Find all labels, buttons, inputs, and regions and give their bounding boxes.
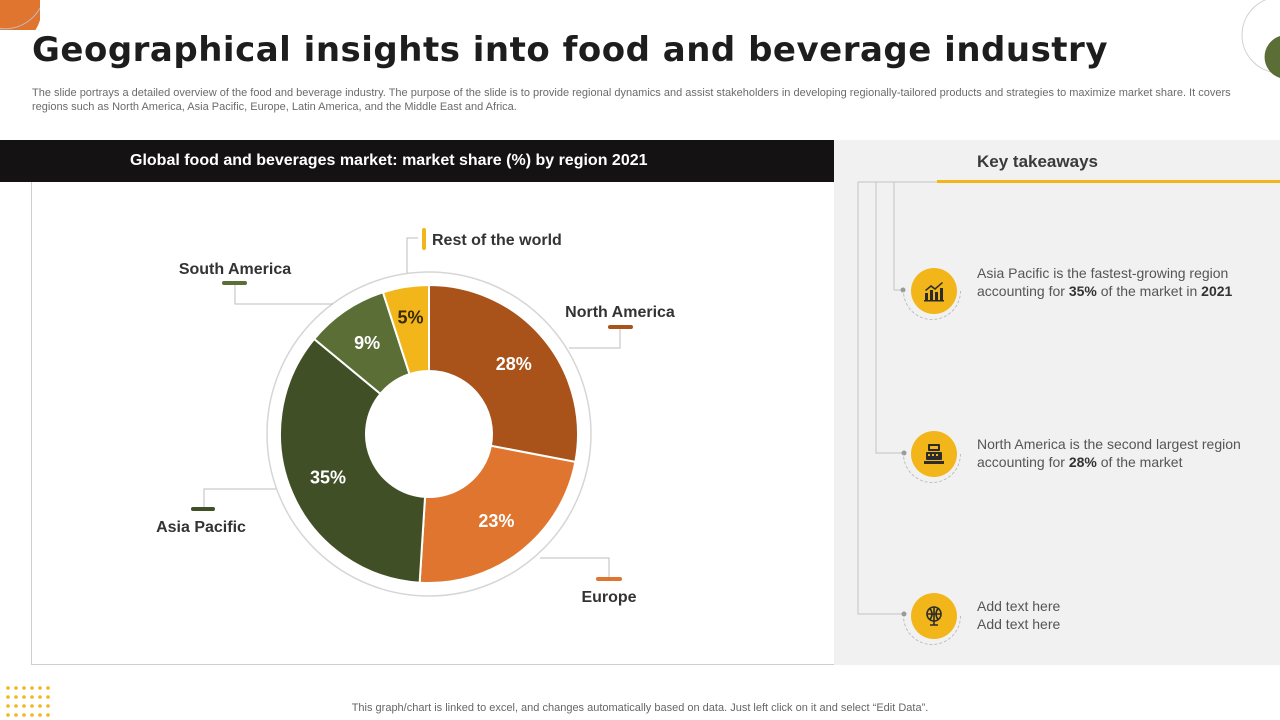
takeaway-text: of the market	[1096, 454, 1183, 470]
takeaway-item-2: North America is the second largest regi…	[977, 435, 1257, 471]
region-label: Europe	[581, 589, 636, 606]
takeaway-placeholder-text[interactable]: Add text here	[977, 598, 1061, 614]
takeaway-highlight: 28%	[1068, 454, 1097, 470]
corner-leaf-decoration	[1241, 0, 1280, 78]
slice-value-label: 28%	[496, 354, 532, 374]
takeaway-text: North America is the second largest regi…	[977, 436, 1241, 470]
donut-slice-europe[interactable]	[418, 444, 577, 584]
takeaway-placeholder-text[interactable]: Add text here	[977, 616, 1061, 632]
takeaway-item-1: Asia Pacific is the fastest-growing regi…	[977, 264, 1257, 300]
donut-outer-ring	[266, 271, 592, 597]
donut-slice-north-america[interactable]	[428, 283, 579, 464]
donut-chart[interactable]: 28% North America 23% Europe 35% Asia Pacific…	[0, 182, 834, 665]
footer-note: This graph/chart is linked to excel, and…	[351, 702, 929, 714]
slice-value-label: 9%	[354, 333, 380, 353]
donut-slice-asia-pacific[interactable]	[279, 337, 427, 584]
takeaway-text: Asia Pacific is the fastest-growing regi…	[977, 265, 1229, 299]
slice-value-label: 5%	[398, 307, 424, 327]
takeaway-highlight: 2021	[1201, 283, 1233, 299]
dot-grid-decoration	[6, 686, 50, 717]
takeaway-connector-lines	[857, 181, 937, 617]
region-label: Rest of the world	[432, 232, 562, 249]
callout-leader-line	[234, 283, 333, 305]
chart-frame	[31, 182, 834, 665]
slice-value-label: 35%	[310, 468, 346, 488]
corner-decoration-shape	[0, 0, 40, 30]
donut-slice-rest-of-the-world[interactable]	[381, 283, 430, 376]
region-label: South America	[179, 261, 291, 278]
title-underline	[937, 180, 1280, 183]
key-takeaways-panel: Key takeaways Asia Pacific is the fastes…	[834, 140, 1280, 665]
callout-leader-line	[203, 488, 276, 509]
globe-stand-icon	[911, 593, 957, 639]
callout-leader-line	[406, 237, 418, 273]
region-label: North America	[565, 304, 675, 321]
region-label: Asia Pacific	[156, 519, 246, 536]
chart-title: Global food and beverages market: market…	[130, 152, 648, 169]
chart-title-bar: Global food and beverages market: market…	[0, 140, 834, 182]
page-description: The slide portrays a detailed overview o…	[32, 87, 1231, 113]
takeaway-text: of the market in	[1096, 283, 1202, 299]
key-takeaways-title: Key takeaways	[977, 152, 1098, 171]
callout-leader-line	[540, 557, 610, 579]
slice-value-label: 23%	[478, 511, 514, 531]
takeaway-item-3: Add text here Add text here	[977, 597, 1257, 633]
cash-register-icon	[911, 431, 957, 477]
page-title: Geographical insights into food and beve…	[32, 30, 1108, 70]
growth-chart-icon	[911, 268, 957, 314]
takeaway-highlight: 35%	[1068, 283, 1097, 299]
callout-leader-line	[569, 327, 621, 349]
